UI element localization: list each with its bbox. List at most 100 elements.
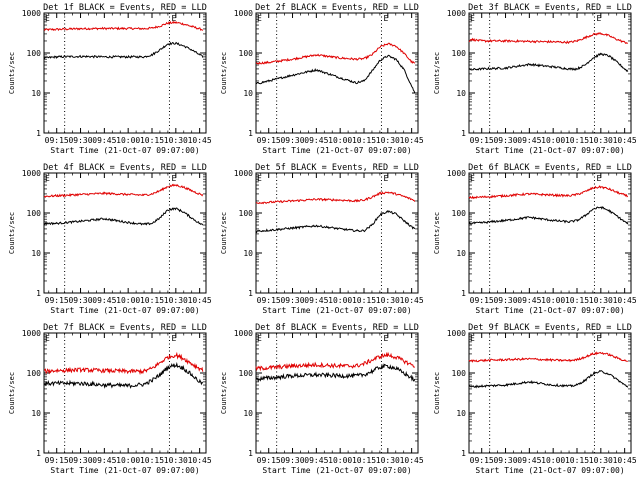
y-tick-label: 10	[31, 409, 41, 418]
y-tick-label: 1	[36, 289, 41, 298]
plot-frame	[468, 12, 632, 134]
x-axis-label: Start Time (21-Oct-07 09:07:00)	[475, 306, 624, 315]
y-tick-label: 10	[456, 89, 466, 98]
lld-series-line	[468, 185, 629, 200]
y-tick-label: 1000	[22, 9, 41, 18]
lld-series-line	[468, 351, 628, 363]
marker-label: E	[596, 174, 601, 183]
y-axis-label: Counts/sec	[220, 212, 228, 254]
x-tick-label: 09:15	[45, 296, 69, 305]
x-tick-label: 09:45	[304, 296, 328, 305]
panel-det-5: Det 5f BLACK = Events, RED = LLD Counts/s…	[220, 163, 424, 315]
x-tick-label: 09:30	[493, 136, 517, 145]
panel-det-7: Det 7f BLACK = Events, RED = LLD Counts/s…	[8, 323, 212, 475]
y-tick-label: 1000	[447, 329, 466, 338]
x-tick-label: 10:45	[613, 456, 637, 465]
x-tick-label: 10:15	[140, 296, 164, 305]
y-tick-label: 10	[243, 409, 253, 418]
x-tick-label: 10:15	[352, 296, 376, 305]
x-tick-label: 09:30	[68, 456, 92, 465]
x-tick-label: 09:15	[257, 136, 281, 145]
x-tick-label: 09:30	[280, 296, 304, 305]
events-series-line	[255, 210, 416, 234]
panel-title: Det 9f BLACK = Events, RED = LLD	[468, 323, 632, 333]
x-tick-label: 09:15	[470, 296, 494, 305]
y-tick-label: 1000	[22, 329, 41, 338]
x-tick-label: 09:45	[517, 136, 541, 145]
x-tick-label: 10:45	[613, 296, 637, 305]
x-tick-label: 09:30	[280, 456, 304, 465]
marker-label: E	[257, 14, 262, 23]
x-tick-label: 09:30	[493, 456, 517, 465]
y-tick-label: 10	[243, 249, 253, 258]
y-tick-label: 10	[31, 89, 41, 98]
x-tick-label: 10:00	[328, 456, 352, 465]
y-axis-label: Counts/sec	[220, 372, 228, 414]
marker-label: E	[383, 14, 388, 23]
events-series-line	[468, 52, 629, 72]
x-tick-label: 10:30	[164, 296, 188, 305]
x-tick-label: 10:00	[116, 456, 140, 465]
marker-label: E	[470, 14, 475, 23]
y-tick-label: 1	[248, 129, 253, 138]
x-tick-label: 10:15	[565, 456, 589, 465]
y-tick-label: 10	[31, 249, 41, 258]
y-tick-label: 1000	[234, 9, 253, 18]
x-tick-label: 09:30	[68, 136, 92, 145]
x-tick-label: 10:45	[400, 136, 424, 145]
x-tick-label: 10:15	[352, 136, 376, 145]
x-axis-label: Start Time (21-Oct-07 09:07:00)	[475, 466, 624, 475]
x-tick-label: 09:45	[92, 136, 116, 145]
events-series-line	[43, 361, 204, 389]
lld-series-line	[468, 32, 629, 45]
x-tick-label: 10:30	[589, 296, 613, 305]
x-axis-label: Start Time (21-Oct-07 09:07:00)	[262, 466, 411, 475]
y-tick-label: 10	[243, 89, 253, 98]
x-tick-label: 09:15	[45, 456, 69, 465]
lld-series-line	[255, 42, 416, 65]
marker-label: E	[257, 174, 262, 183]
marker-label: E	[383, 334, 388, 343]
panel-title: Det 3f BLACK = Events, RED = LLD	[468, 3, 632, 13]
y-axis-label: Counts/sec	[8, 52, 16, 94]
y-tick-label: 100	[452, 369, 467, 378]
x-tick-label: 10:45	[188, 136, 212, 145]
y-tick-label: 100	[27, 209, 42, 218]
marker-label: E	[596, 334, 601, 343]
events-series-line	[43, 207, 204, 226]
marker-label: E	[171, 14, 176, 23]
plot-frame	[468, 172, 632, 294]
y-tick-label: 10	[456, 249, 466, 258]
panel-det-1: Det 1f BLACK = Events, RED = LLD Counts/s…	[8, 3, 212, 155]
marker-label: E	[171, 174, 176, 183]
y-tick-label: 10	[456, 409, 466, 418]
x-tick-label: 10:45	[188, 456, 212, 465]
plot-frame	[43, 12, 207, 134]
plot-frame	[255, 12, 419, 134]
x-tick-label: 10:30	[164, 136, 188, 145]
y-tick-label: 100	[239, 209, 254, 218]
x-tick-label: 10:45	[400, 456, 424, 465]
y-tick-label: 1000	[447, 9, 466, 18]
x-tick-label: 09:30	[493, 296, 517, 305]
x-tick-label: 10:15	[565, 296, 589, 305]
x-tick-label: 10:30	[589, 136, 613, 145]
marker-label: E	[383, 174, 388, 183]
marker-label: E	[171, 334, 176, 343]
lld-series-line	[256, 191, 416, 205]
events-series-line	[255, 363, 416, 383]
panel-title: Det 6f BLACK = Events, RED = LLD	[468, 163, 632, 173]
x-axis-label: Start Time (21-Oct-07 09:07:00)	[262, 306, 411, 315]
x-tick-label: 10:00	[328, 296, 352, 305]
x-axis-label: Start Time (21-Oct-07 09:07:00)	[50, 466, 199, 475]
x-tick-label: 09:15	[470, 456, 494, 465]
panel-det-4: Det 4f BLACK = Events, RED = LLD Counts/s…	[8, 163, 212, 315]
y-tick-label: 1	[461, 289, 466, 298]
x-tick-label: 09:45	[304, 456, 328, 465]
lld-series-line	[43, 351, 204, 376]
y-tick-label: 1	[36, 129, 41, 138]
plot-frame	[43, 172, 207, 294]
x-tick-label: 10:45	[613, 136, 637, 145]
x-axis-label: Start Time (21-Oct-07 09:07:00)	[50, 306, 199, 315]
